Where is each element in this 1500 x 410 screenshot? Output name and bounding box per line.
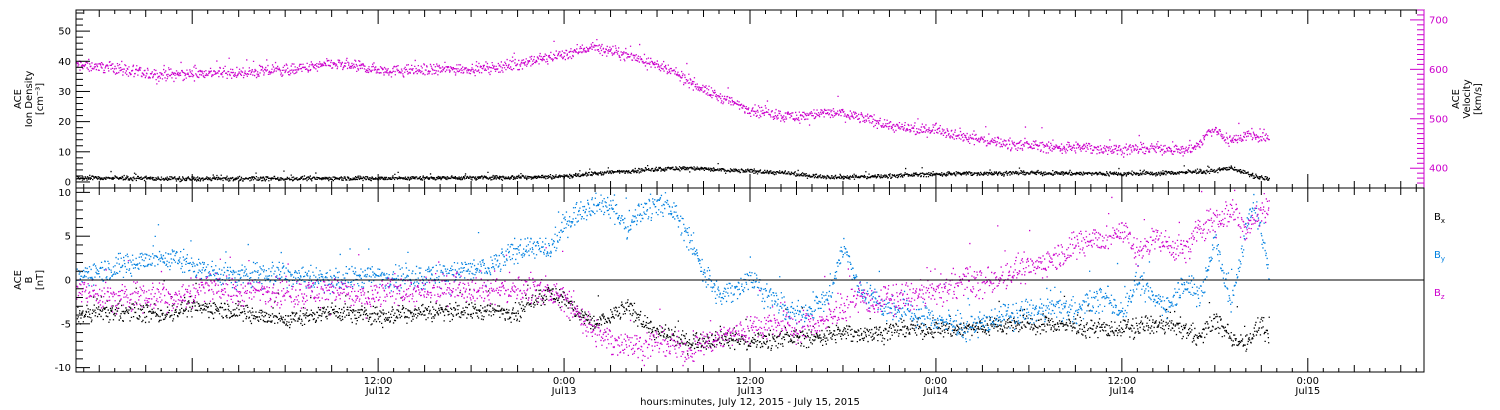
density-axis-ticks: 0 10 20 30 40 50	[58, 12, 90, 189]
tick-label: 10	[58, 147, 71, 158]
tick-label: 5	[65, 232, 71, 243]
time-tick-label: 12:00	[364, 376, 393, 387]
time-axis-ticks: 12:00Jul120:00Jul1312:00Jul130:00Jul1412…	[83, 10, 1417, 397]
tick-label: -10	[55, 363, 71, 374]
legend-entry-by: By	[1434, 250, 1445, 263]
legend-entry-bz: Bz	[1434, 288, 1445, 301]
tick-label: 20	[58, 117, 71, 128]
bx-series	[76, 280, 1270, 355]
time-tick-label: 0:00	[1297, 376, 1319, 387]
velocity-axis-ticks: 400 500 600 700	[1410, 9, 1448, 188]
tick-label: 30	[58, 87, 71, 98]
axis-label-line: [cm⁻³]	[35, 83, 46, 115]
date-tick-label: Jul14	[1108, 386, 1134, 397]
time-tick-label: 12:00	[736, 376, 765, 387]
axis-label-lines: ACE B [nT]	[13, 270, 46, 290]
velocity-axis-label: ACE Velocity [km/s]	[1451, 79, 1484, 118]
axis-label-line: ACE	[13, 89, 24, 109]
axis-label-line: B	[24, 276, 35, 283]
date-tick-label: Jul12	[365, 386, 391, 397]
time-axis-title: hours:minutes, July 12, 2015 - July 15, …	[640, 397, 860, 408]
series-0-series	[76, 39, 1270, 158]
time-tick-label: 0:00	[553, 376, 575, 387]
tick-label: 500	[1429, 114, 1448, 125]
time-tick-label: 12:00	[1107, 376, 1136, 387]
axis-label-line: ACE	[1451, 89, 1462, 109]
axis-label-lines: ACE Velocity [km/s]	[1451, 79, 1484, 118]
tick-label: 0	[65, 276, 71, 287]
tick-label: 700	[1429, 15, 1448, 26]
data-points	[76, 163, 1271, 183]
date-tick-label: Jul14	[923, 386, 949, 397]
top-panel-series	[76, 39, 1271, 183]
axis-label-line: Ion Density	[24, 71, 35, 128]
series-1-series	[76, 163, 1271, 183]
top-panel-frame	[75, 9, 1425, 189]
time-tick-label: 0:00	[925, 376, 947, 387]
tick-label: 10	[58, 188, 71, 199]
bottom-panel-series	[76, 189, 1271, 367]
b-field-axis-ticks: -10 -5 0 5 10	[55, 188, 90, 374]
axis-label-lines: ACE Ion Density [cm⁻³]	[13, 71, 46, 128]
tick-label: 400	[1429, 164, 1448, 175]
legend-entry-bx: Bx	[1434, 212, 1445, 225]
axis-label-line: [nT]	[35, 270, 46, 290]
data-points	[76, 280, 1270, 355]
data-points	[76, 39, 1270, 158]
tick-label: 0	[65, 177, 71, 188]
tick-label: -5	[61, 319, 71, 330]
tick-label: 50	[58, 27, 71, 38]
date-tick-label: Jul15	[1294, 386, 1320, 397]
bottom-panel: -10 -5 0 5 10 ACE B [nT] Bx By Bz	[13, 187, 1445, 374]
legend: Bx By Bz	[1434, 212, 1445, 301]
axis-label-line: [km/s]	[1473, 83, 1484, 115]
date-tick-label: Jul13	[551, 386, 577, 397]
axis-label-line: Velocity	[1462, 79, 1473, 118]
date-tick-label: Jul13	[737, 386, 763, 397]
axis-label-line: ACE	[13, 270, 24, 290]
tick-label: 600	[1429, 65, 1448, 76]
b-field-axis-label: ACE B [nT]	[13, 270, 46, 290]
tick-label: 40	[58, 57, 71, 68]
density-axis-label: ACE Ion Density [cm⁻³]	[13, 71, 46, 128]
